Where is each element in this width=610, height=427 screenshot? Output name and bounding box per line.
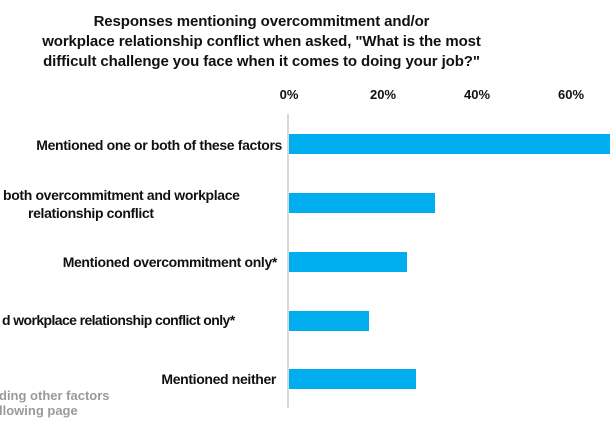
category-label-one-or-both: Mentioned one or both of these factors xyxy=(36,137,282,153)
bar-workplace-conflict-only xyxy=(289,311,369,331)
bar-overcommitment-only xyxy=(289,252,407,272)
footnote-line-1: ding other factors xyxy=(0,388,110,403)
chart-title: Responses mentioning overcommitment and/… xyxy=(1,12,522,72)
bar-one-or-both xyxy=(289,134,610,154)
x-axis-tick-60: 60% xyxy=(557,87,585,102)
category-label-both-line-2: relationship conflict xyxy=(28,205,154,221)
x-axis-tick-40: 40% xyxy=(463,87,491,102)
bar-both-factors xyxy=(289,193,435,213)
chart-title-line-3: difficult challenge you face when it com… xyxy=(43,53,480,70)
bar-neither xyxy=(289,369,416,389)
chart-title-line-2: workplace relationship conflict when ask… xyxy=(42,33,481,50)
x-axis-tick-0: 0% xyxy=(279,87,299,102)
y-axis-line xyxy=(287,114,289,408)
category-label-both-line-1: both overcommitment and workplace xyxy=(3,187,240,203)
x-axis-tick-20: 20% xyxy=(369,87,397,102)
category-label-workplace-conflict-only: d workplace relationship conflict only* xyxy=(2,312,235,328)
category-label-overcommitment-only: Mentioned overcommitment only* xyxy=(62,254,278,270)
footnote-line-2: llowing page xyxy=(0,403,78,418)
chart-title-line-1: Responses mentioning overcommitment and/… xyxy=(93,13,430,30)
category-label-neither: Mentioned neither xyxy=(161,371,276,387)
